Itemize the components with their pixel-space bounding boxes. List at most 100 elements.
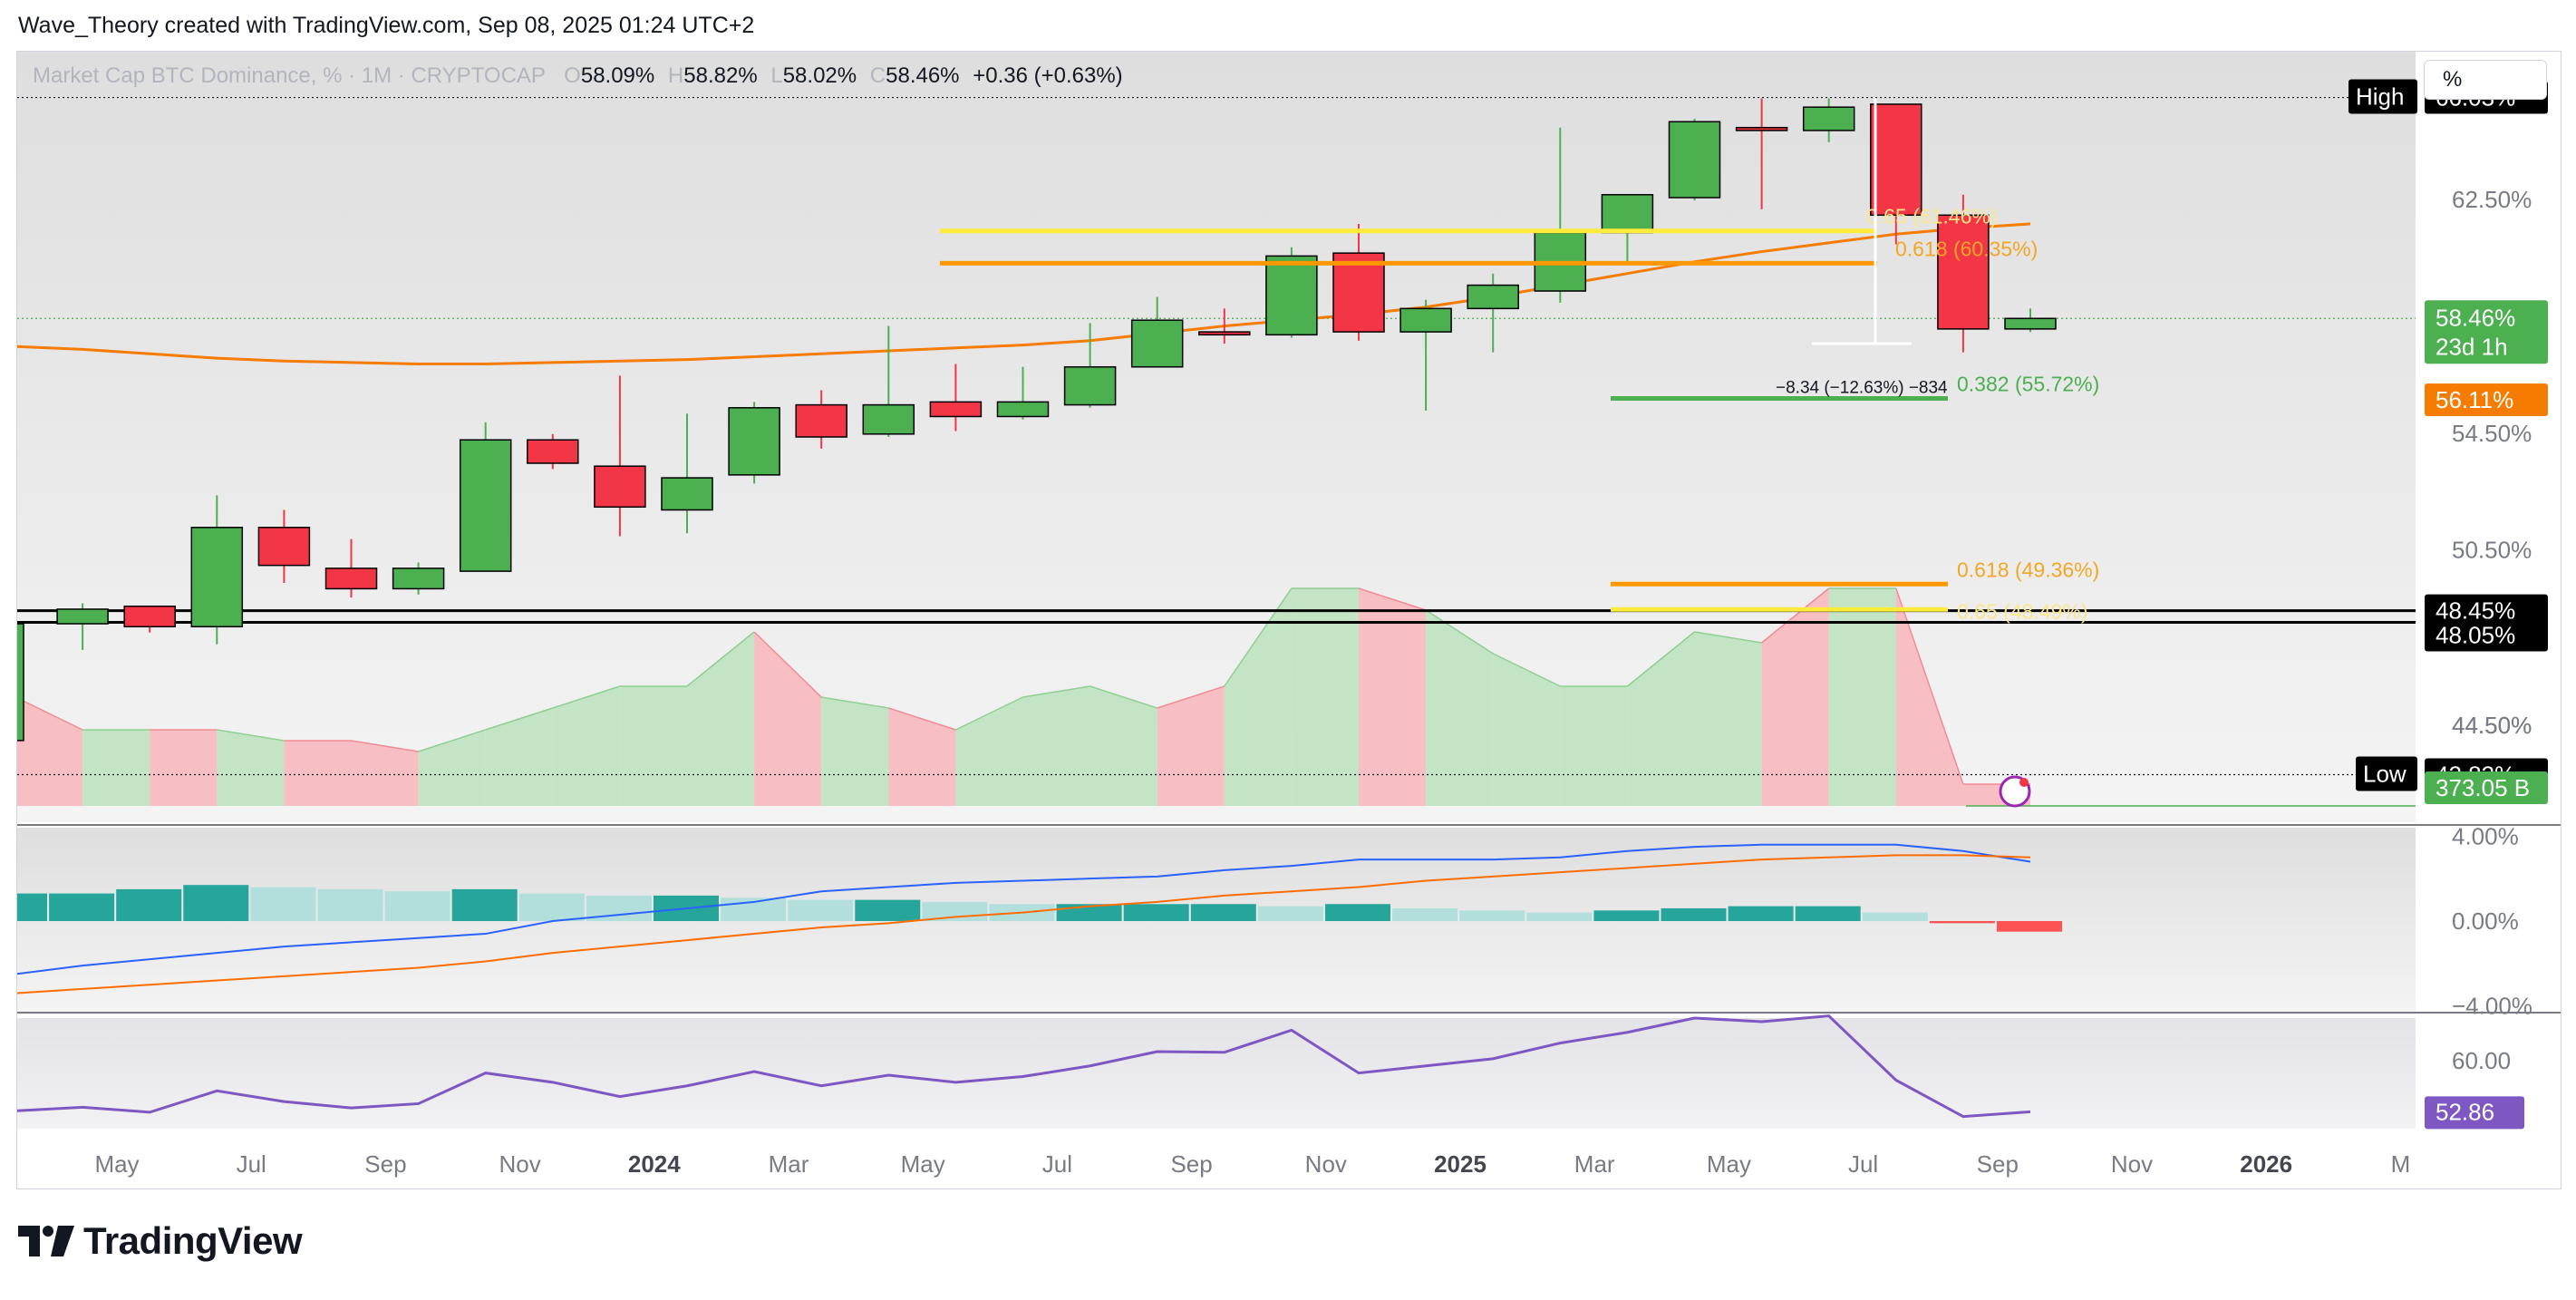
high-label: H bbox=[667, 63, 684, 88]
macd-axis-tick: 4.00% bbox=[2452, 822, 2519, 849]
volume-segment bbox=[1493, 654, 1561, 806]
time-axis-tick: Nov bbox=[2111, 1150, 2153, 1178]
macd-histogram-bar bbox=[1123, 904, 1189, 921]
macd-histogram-bar bbox=[183, 885, 249, 921]
candle-body bbox=[56, 608, 109, 625]
macd-histogram-bar bbox=[384, 891, 450, 921]
time-axis-tick: Mar bbox=[1574, 1150, 1615, 1178]
volume-segment bbox=[1089, 686, 1157, 806]
volume-outline bbox=[1492, 653, 1561, 687]
time-axis-tick: May bbox=[1707, 1150, 1751, 1178]
macd-axis-tick: −4.00% bbox=[2452, 993, 2532, 1020]
macd-histogram-bar bbox=[1862, 912, 1928, 921]
candle-body bbox=[123, 605, 176, 628]
candle-body bbox=[1399, 307, 1452, 333]
price-axis-tick: 50.50% bbox=[2452, 537, 2532, 564]
volume-segment bbox=[821, 697, 889, 806]
fib-level-label: 0.618 (60.35%) bbox=[1895, 237, 2038, 260]
volume-outline bbox=[485, 707, 554, 731]
time-axis-tick: Sep bbox=[364, 1150, 406, 1178]
high-tag: High bbox=[2356, 83, 2404, 111]
volume-outline bbox=[351, 740, 419, 752]
price-unit-button[interactable]: % bbox=[2424, 60, 2547, 100]
volume-segment bbox=[1828, 588, 1896, 806]
volume-segment bbox=[888, 708, 956, 806]
chart-frame[interactable]: 0.65 (61.46%) 0.618 (60.35%) 0.382 (55.72%… bbox=[0, 51, 2561, 1189]
time-axis-tick: Sep bbox=[1170, 1150, 1212, 1178]
candle-body bbox=[1802, 106, 1855, 131]
volume-outline bbox=[955, 696, 1023, 731]
candle-body bbox=[2004, 317, 2057, 330]
macd-histogram-bar bbox=[788, 899, 854, 921]
volume-segment bbox=[1157, 686, 1225, 806]
time-axis-tick: Sep bbox=[1977, 1150, 2019, 1178]
candle-body bbox=[1467, 284, 1519, 310]
macd-histogram-bar bbox=[1661, 907, 1727, 921]
volume-segment bbox=[1224, 588, 1292, 806]
macd-histogram-bar bbox=[1593, 910, 1660, 921]
candle-body bbox=[6, 623, 24, 742]
macd-histogram-bar bbox=[1459, 910, 1525, 921]
candle-body bbox=[1870, 103, 1922, 217]
candle-body bbox=[527, 439, 579, 464]
fib-level-label: 0.382 (55.72%) bbox=[1957, 373, 2099, 396]
candle-body bbox=[1601, 194, 1654, 234]
candle-body bbox=[862, 403, 915, 435]
candle-body bbox=[1130, 319, 1184, 368]
tradingview-logo[interactable]: TradingView bbox=[18, 1219, 303, 1263]
high-tag-bg bbox=[2348, 79, 2417, 114]
candle-body bbox=[1668, 121, 1721, 199]
candle-body bbox=[795, 403, 847, 438]
fib-level-label: 0.618 (49.36%) bbox=[1957, 558, 2099, 581]
candle-body bbox=[459, 439, 512, 572]
volume-outline bbox=[418, 729, 486, 752]
tradingview-logo-icon bbox=[18, 1226, 74, 1256]
fib-level-label: 0.65 (48.49%) bbox=[1957, 599, 2087, 623]
symbol-label[interactable]: Market Cap BTC Dominance, % · 1M · CRYPT… bbox=[33, 63, 546, 88]
volume-outline bbox=[753, 631, 822, 698]
candle-body bbox=[1265, 255, 1318, 336]
macd-axis-tick: 0.00% bbox=[2452, 907, 2519, 935]
volume-segment bbox=[418, 730, 486, 806]
volume-segment bbox=[1359, 588, 1427, 806]
volume-segment bbox=[82, 730, 150, 806]
volume-badge: 373.05 B bbox=[2436, 774, 2530, 801]
candle-body bbox=[728, 407, 780, 476]
chart-canvas[interactable]: 0.65 (61.46%) 0.618 (60.35%) 0.382 (55.72%… bbox=[0, 52, 2561, 1188]
price-axis-tick: 62.50% bbox=[2452, 186, 2532, 213]
volume-outline bbox=[821, 696, 889, 709]
price-axis-tick: 44.50% bbox=[2452, 712, 2532, 739]
volume-segment bbox=[1627, 632, 1695, 806]
close-badge-bg bbox=[2425, 300, 2548, 364]
volume-outline bbox=[1626, 631, 1695, 687]
macd-histogram-bar bbox=[1728, 906, 1794, 921]
candle-body bbox=[392, 568, 445, 590]
candle-body bbox=[929, 401, 983, 418]
macd-histogram-bar bbox=[855, 899, 921, 921]
time-axis-tick: 2024 bbox=[628, 1150, 681, 1178]
measure-label: −8.34 (−12.63%) −834 bbox=[1776, 379, 1948, 398]
ma-value-badge-bg bbox=[2425, 383, 2548, 416]
volume-segment bbox=[284, 741, 352, 806]
volume-outline bbox=[552, 685, 621, 709]
volume-segment bbox=[754, 632, 822, 806]
volume-outline bbox=[1022, 685, 1090, 698]
time-axis-tick: May bbox=[901, 1150, 945, 1178]
fib-level-label: 0.65 (61.46%) bbox=[1866, 205, 1997, 228]
volume-segment bbox=[619, 686, 687, 806]
volume-outline bbox=[1694, 631, 1762, 644]
low-tag: Low bbox=[2363, 761, 2407, 788]
macd-line bbox=[15, 843, 2031, 975]
candle-body bbox=[1332, 252, 1385, 333]
volume-outline bbox=[1761, 587, 1830, 644]
rsi-badge-bg bbox=[2425, 1096, 2524, 1130]
volume-outline bbox=[1157, 685, 1225, 709]
macd-histogram-bar bbox=[451, 888, 518, 921]
low-tag-bg bbox=[2356, 756, 2417, 791]
close-label: C bbox=[869, 63, 886, 88]
alert-dot-icon bbox=[2019, 778, 2029, 787]
time-axis-tick: Jul bbox=[1042, 1150, 1072, 1178]
open-label: O bbox=[564, 63, 581, 88]
time-axis-tick: Jul bbox=[237, 1150, 266, 1178]
price-axis-tick: 44.50% bbox=[2452, 712, 2532, 739]
